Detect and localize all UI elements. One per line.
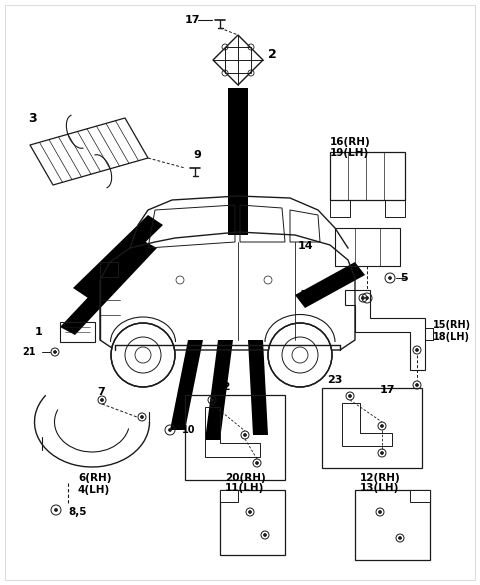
Bar [185,395,285,480]
Polygon shape [170,340,203,430]
Polygon shape [73,215,163,298]
Circle shape [264,534,266,536]
Polygon shape [248,340,268,435]
Bar [335,228,400,266]
Circle shape [255,462,259,464]
Polygon shape [410,490,430,502]
Text: 2: 2 [268,49,277,61]
Polygon shape [295,262,365,308]
Text: 7: 7 [97,387,105,397]
Text: 19(LH): 19(LH) [330,148,369,158]
Circle shape [361,297,364,300]
Circle shape [111,323,175,387]
Text: 22: 22 [215,382,230,392]
Circle shape [53,350,57,353]
Text: 14: 14 [300,290,315,300]
Bar [322,388,422,468]
Polygon shape [60,240,157,335]
Circle shape [416,384,419,387]
Circle shape [100,398,104,401]
Text: 8,5: 8,5 [68,507,86,517]
Polygon shape [228,88,248,235]
Text: 21: 21 [22,347,36,357]
Text: 16(RH): 16(RH) [330,137,371,147]
Circle shape [416,349,419,352]
Text: 20(RH): 20(RH) [225,473,266,483]
Circle shape [55,508,58,511]
Text: 13(LH): 13(LH) [360,483,399,493]
Circle shape [243,433,247,436]
Circle shape [249,511,252,514]
Circle shape [379,511,382,514]
Circle shape [381,452,384,455]
Bar [60,322,95,342]
Circle shape [381,425,384,428]
Text: 14: 14 [298,241,313,251]
Circle shape [168,428,171,432]
Text: 5: 5 [400,273,408,283]
Text: 1: 1 [34,327,42,337]
Circle shape [398,536,401,539]
Text: 12(RH): 12(RH) [360,473,401,483]
Bar [100,262,118,277]
Text: 4(LH): 4(LH) [78,485,110,495]
Text: 17: 17 [380,385,396,395]
Circle shape [388,277,392,280]
Circle shape [348,394,351,397]
Circle shape [141,415,144,418]
Text: 17: 17 [185,15,201,25]
Polygon shape [220,490,238,502]
Polygon shape [205,340,233,440]
Text: 10: 10 [182,425,195,435]
Text: 23: 23 [327,375,342,385]
Circle shape [268,323,332,387]
Text: 15(RH): 15(RH) [433,320,471,330]
Circle shape [365,297,369,300]
Circle shape [211,398,214,401]
Text: 11(LH): 11(LH) [225,483,264,493]
Text: 18(LH): 18(LH) [433,332,470,342]
Text: 3: 3 [28,112,36,125]
Text: 9: 9 [193,150,201,160]
Text: 6(RH): 6(RH) [78,473,111,483]
